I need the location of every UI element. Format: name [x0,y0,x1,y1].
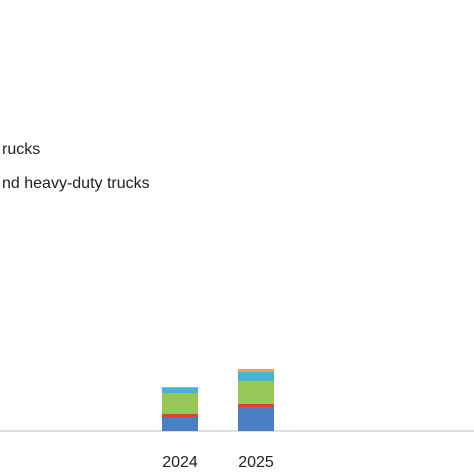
bar-segment [162,388,198,393]
legend-label: nd heavy-duty trucks [2,175,150,192]
bar-segment [238,372,274,381]
x-tick-label: 2025 [238,454,274,471]
bar-segment [162,417,198,431]
bar-segment [238,407,274,431]
bar-segment [238,369,274,372]
bar-segment [238,404,274,407]
x-tick-label: 2024 [162,454,198,471]
legend-label: rucks [2,141,40,158]
bar-segment [162,387,198,388]
bar-segment [162,393,198,414]
bar-segment [162,414,198,417]
bar-segment [238,381,274,404]
